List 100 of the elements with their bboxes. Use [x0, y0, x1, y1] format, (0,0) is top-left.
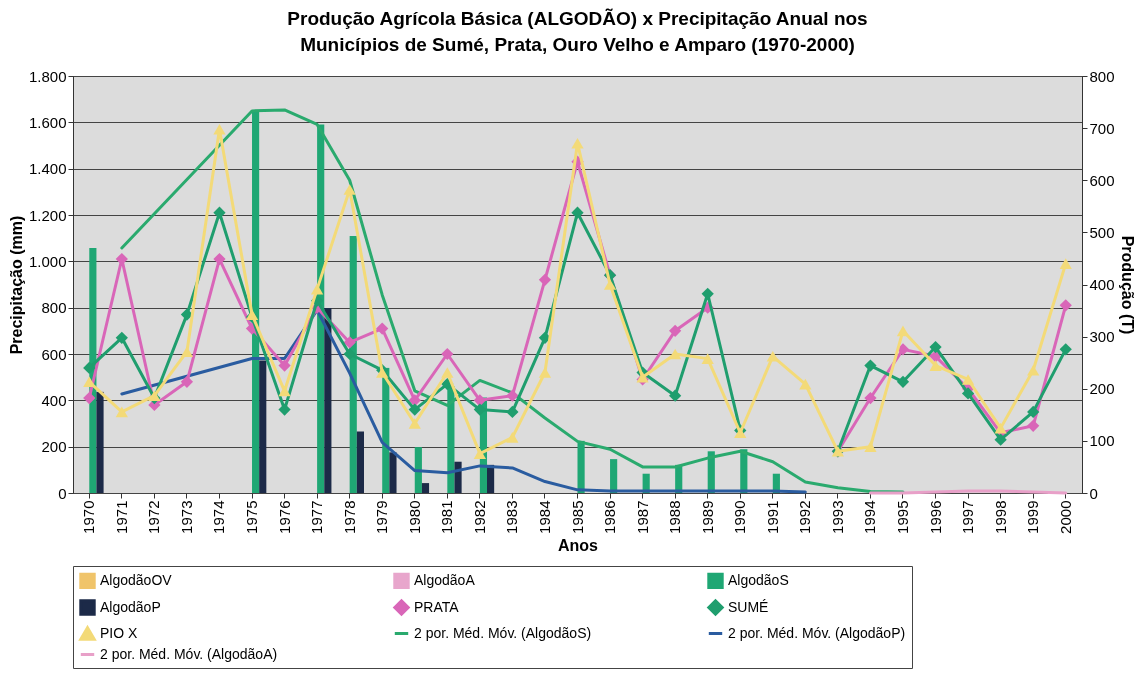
x-tick-label: 1988 — [666, 500, 684, 534]
legend-label: PRATA — [414, 598, 460, 615]
point — [929, 340, 942, 354]
point — [799, 378, 812, 390]
legend-label: AlgodãoOV — [100, 571, 173, 588]
point — [278, 385, 291, 397]
x-tick-label: 1984 — [535, 500, 553, 534]
point — [864, 391, 877, 405]
legend-label: AlgodãoS — [728, 571, 789, 588]
point — [1027, 405, 1040, 419]
point — [83, 361, 96, 375]
point — [506, 389, 519, 402]
y2-tick-label: 0 — [1089, 484, 1098, 502]
point — [961, 374, 975, 385]
x-axis-title: Anos — [558, 536, 599, 554]
chart-title: Produção Agrícola Básica (ALGODÃO) x Precipitação Anual nos Municípios de Sumé, Prata, Ouro Velho e Amparo (1970-2000) — [287, 8, 868, 55]
point — [213, 123, 226, 135]
point — [571, 206, 584, 219]
x-tick-label: 1998 — [991, 500, 1009, 534]
point — [1059, 299, 1072, 312]
bar — [414, 447, 422, 493]
x-tick-label: 1997 — [959, 500, 977, 534]
point — [1059, 258, 1072, 269]
point — [148, 390, 161, 401]
point — [1027, 419, 1040, 432]
x-tick-label: 1996 — [926, 500, 944, 534]
x-tick-label: 1972 — [145, 500, 163, 534]
x-tick-label: 1993 — [828, 500, 846, 534]
x-tick-label: 1978 — [340, 500, 358, 534]
point — [669, 389, 682, 402]
y-tick-label: 600 — [41, 345, 67, 363]
point — [115, 331, 128, 344]
y2-tick-label: 600 — [1089, 171, 1115, 189]
y-tick-label: 1.400 — [28, 160, 67, 178]
point — [864, 441, 877, 452]
bar — [356, 431, 364, 493]
y-axis-title: Precipitação (mm) — [7, 215, 25, 355]
point — [473, 448, 486, 459]
point — [441, 347, 454, 361]
point — [1059, 343, 1072, 356]
y2-tick-label: 400 — [1089, 276, 1115, 293]
x-tick-label: 1994 — [861, 500, 879, 534]
x-tick-label: 1974 — [210, 500, 228, 534]
point — [896, 325, 910, 337]
y-tick-label: 800 — [41, 299, 67, 317]
legend-label: 2 por. Méd. Móv. (AlgodãoS) — [414, 624, 592, 641]
y2-tick-label: 700 — [1089, 119, 1115, 137]
y-tick-label: 1.200 — [28, 206, 67, 224]
y2-tick-label: 100 — [1089, 432, 1115, 450]
y-tick-label: 1.000 — [28, 252, 67, 270]
y-tick-label: 1.800 — [28, 67, 67, 85]
x-tick-label: 1986 — [601, 500, 619, 534]
y-tick-label: 200 — [41, 438, 67, 456]
x-tick-label: 1980 — [405, 500, 423, 534]
point — [701, 287, 714, 300]
x-tick-label: 1977 — [308, 500, 326, 534]
bar — [421, 483, 430, 493]
point — [213, 252, 226, 266]
y2-tick-label: 500 — [1089, 223, 1115, 241]
y-tick-label: 1.600 — [28, 113, 67, 131]
y2-tick-label: 200 — [1089, 380, 1115, 398]
x-tick-label: 1971 — [112, 500, 130, 534]
y-tick-label: 400 — [41, 391, 67, 409]
x-tick-label: 1973 — [177, 500, 195, 534]
point — [245, 309, 259, 320]
point — [994, 422, 1007, 434]
bar — [324, 307, 332, 493]
x-tick-label: 1992 — [796, 500, 814, 534]
point — [310, 283, 324, 295]
point — [506, 405, 519, 419]
point — [896, 375, 910, 388]
point — [603, 279, 617, 290]
point — [343, 184, 356, 195]
point — [766, 351, 779, 362]
point — [506, 432, 519, 443]
x-tick-label: 1990 — [731, 500, 749, 534]
bar — [259, 360, 267, 493]
x-tick-label: 1976 — [275, 500, 293, 534]
x-tick-label: 1982 — [470, 500, 488, 534]
point — [278, 403, 291, 416]
point — [538, 367, 552, 378]
point — [864, 359, 877, 372]
legend-label: 2 por. Méd. Móv. (AlgodãoA) — [100, 645, 278, 662]
legend-label: AlgodãoA — [414, 571, 476, 588]
x-tick-label: 1989 — [698, 500, 716, 534]
x-tick-label: 1983 — [503, 500, 521, 534]
point — [961, 387, 975, 400]
point — [669, 324, 682, 337]
point — [376, 322, 389, 335]
bar — [96, 391, 104, 493]
x-tick-label: 1999 — [1024, 500, 1042, 534]
point — [408, 403, 421, 416]
y2-tick-label: 800 — [1089, 67, 1115, 85]
x-tick-label: 1981 — [438, 500, 456, 534]
legend-label: 2 por. Méd. Móv. (AlgodãoP) — [728, 624, 906, 641]
point — [180, 375, 194, 388]
x-tick-label: 2000 — [1056, 500, 1074, 534]
point — [180, 346, 194, 357]
x-tick-label: 1970 — [80, 500, 98, 534]
point — [343, 347, 356, 361]
